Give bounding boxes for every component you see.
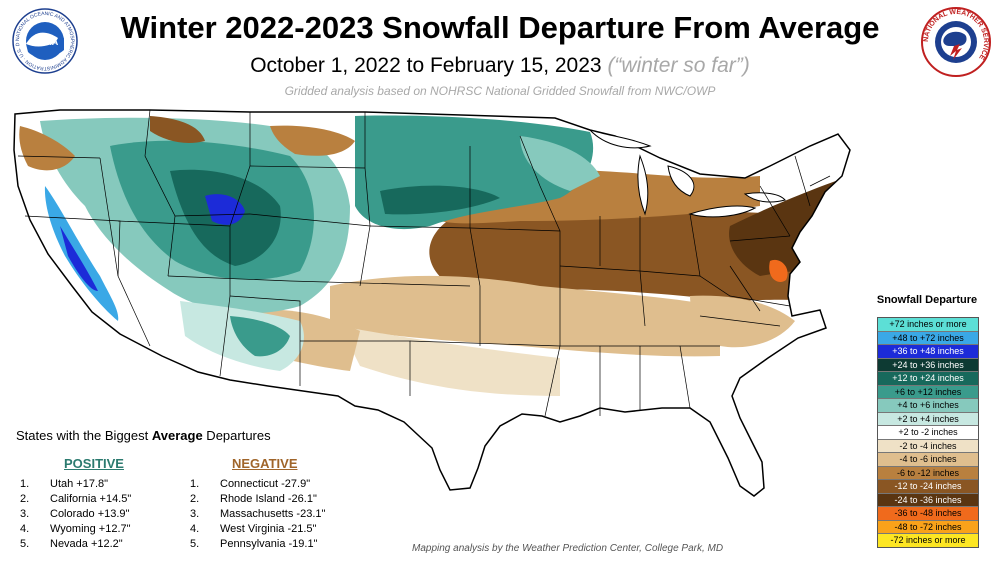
states-heading-pre: States with the Biggest (16, 428, 152, 443)
snowfall-departure-map (13, 109, 851, 497)
negative-heading: NEGATIVE (232, 456, 298, 471)
credit-note: Mapping analysis by the Weather Predicti… (412, 543, 724, 554)
positive-list: 1. Utah +17.8" 2. California +14.5" 3. Colo… (20, 477, 131, 552)
legend-item: +2 to -2 inches (878, 426, 978, 440)
legend-item: -36 to -48 inches (878, 507, 978, 521)
legend-item: +12 to +24 inches (878, 372, 978, 386)
noaa-seal-icon: NATIONAL OCEANIC AND ATMOSPHERIC ADMINIS… (12, 8, 78, 74)
legend-item: -6 to -12 inches (878, 466, 978, 480)
legend-item: +48 to +72 inches (878, 331, 978, 345)
list-item: 2. California +14.5" (20, 493, 132, 505)
states-heading-bold: Average (151, 428, 203, 443)
list-item: 3. Massachusetts -23.1" (190, 508, 326, 520)
nws-seal-icon: NATIONAL WEATHER SERVICE (921, 7, 991, 77)
list-item: 5. Pennsylvania -19.1" (190, 538, 318, 550)
legend-item: -24 to -36 inches (878, 493, 978, 507)
states-heading-post: Departures (202, 428, 271, 443)
subtitle-dates: October 1, 2022 to February 15, 2023 (250, 54, 602, 77)
noaa-text: NOAA (32, 37, 59, 47)
legend-item: -4 to -6 inches (878, 453, 978, 467)
subtitle: October 1, 2022 to February 15, 2023 (“w… (100, 54, 900, 78)
legend-item: -12 to -24 inches (878, 480, 978, 494)
legend-item: +4 to +6 inches (878, 399, 978, 413)
positive-heading: POSITIVE (64, 456, 124, 471)
list-item: 4. West Virginia -21.5" (190, 523, 317, 535)
list-item: 4. Wyoming +12.7" (20, 523, 131, 535)
legend-item: +2 to +4 inches (878, 412, 978, 426)
legend-item: -2 to -4 inches (878, 439, 978, 453)
list-item: 3. Colorado +13.9" (20, 508, 130, 520)
legend-item: -48 to -72 inches (878, 520, 978, 534)
list-item: 1. Connecticut -27.9" (190, 478, 311, 490)
subtitle-note: (“winter so far”) (607, 54, 750, 77)
list-item: 2. Rhode Island -26.1" (190, 493, 317, 505)
legend-item: +24 to +36 inches (878, 358, 978, 372)
list-item: 1. Utah +17.8" (20, 478, 109, 490)
legend-item: -72 inches or more (878, 534, 978, 547)
legend-item: +6 to +12 inches (878, 385, 978, 399)
list-item: 5. Nevada +12.2" (20, 538, 123, 550)
source-note: Gridded analysis based on NOHRSC Nationa… (284, 84, 716, 98)
legend-item: +72 inches or more (878, 318, 978, 332)
legend-item: +36 to +48 inches (878, 345, 978, 359)
states-heading: States with the Biggest Average Departur… (16, 428, 271, 443)
legend-title: Snowfall Departure (876, 294, 978, 306)
legend: +72 inches or more +48 to +72 inches +36 t… (877, 317, 979, 548)
negative-list: 1. Connecticut -27.9" 2. Rhode Island -26.… (190, 477, 325, 552)
page-title: Winter 2022-2023 Snowfall Departure From… (120, 10, 880, 45)
